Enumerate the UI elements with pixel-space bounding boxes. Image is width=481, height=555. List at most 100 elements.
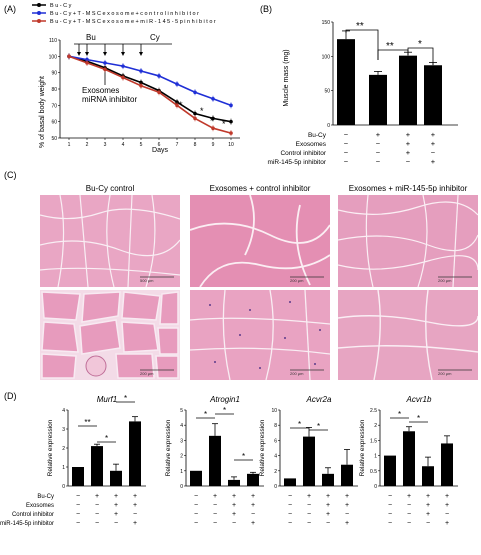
exo-annotation-1: Exosomes [82,86,119,95]
panel-c: (C) Bu-Cy control Exosomes + control inh… [0,168,481,388]
y-tick-label-d: 4 [180,423,183,429]
scale-label-6: 200 μm [438,371,452,376]
y-tick-label-a: 60 [51,120,57,126]
bar-d [284,478,296,486]
condition-symbol: + [426,493,430,500]
condition-symbol: − [388,502,392,509]
significance-star: ** [84,418,90,427]
condition-symbol: − [307,511,311,518]
data-point [139,83,143,88]
condition-symbol: − [407,502,411,509]
y-tick-label-b: 0 [327,123,330,129]
y-tick-label-a: 80 [51,87,57,93]
condition-label: Control inhibitor [12,512,54,518]
y-axis-label-d: Relative expression [259,419,266,476]
bar-d [303,436,315,486]
y-tick-label-d: 1 [62,465,65,471]
condition-symbol: − [288,502,292,509]
condition-symbol: − [344,130,349,139]
y-tick-label-d: 3 [62,427,65,433]
data-point [229,103,233,108]
condition-symbol: + [431,130,436,139]
condition-symbol: + [95,493,99,500]
significance-star: * [124,394,127,403]
x-tick-label-a: 10 [228,142,234,148]
data-point [121,75,125,80]
y-tick-label-d: 3 [180,438,183,444]
y-tick-label-d: 1 [374,454,377,460]
data-point [103,61,107,65]
condition-symbol: + [232,511,236,518]
bar-d [190,470,202,486]
data-point [85,61,89,65]
condition-symbol: − [307,502,311,509]
x-tick-label-a: 1 [68,142,71,148]
x-axis-label-a: Days [152,147,168,154]
condition-symbol: − [76,511,80,518]
condition-symbol: + [431,139,436,148]
bar-d [129,421,141,486]
expression-chart-2: Atrogin1 Relative expression 0 1 2 3 4 5 * * * [165,395,264,490]
line-chart-body-weight: (A) B u - C y B u - C y + T - M S C e x … [4,3,240,154]
series-line-1 [68,55,232,123]
condition-symbol: − [431,148,436,157]
y-tick-label-d: 0 [62,484,65,490]
cy-label: Cy [150,33,160,42]
scale-label-4: 200 μm [140,371,154,376]
y-tick-label-a: 50 [51,136,57,142]
bar-d [322,473,334,486]
condition-symbol: − [376,139,381,148]
condition-label: Exosomes [296,141,327,148]
significance-star: * [242,452,245,461]
condition-symbol: + [326,502,330,509]
bar-d [91,446,103,486]
y-tick-label-d: 0.5 [370,469,377,475]
condition-symbol: + [251,502,255,509]
y-tick-label-b: 100 [322,54,331,60]
condition-symbol: + [445,493,449,500]
y-tick-label-d: 0 [274,484,277,490]
data-point [157,90,161,95]
data-point [139,80,143,85]
y-tick-label-d: 6 [274,438,277,444]
y-tick-label-d: 2 [62,446,65,452]
condition-symbol: + [345,502,349,509]
data-point [193,111,197,116]
panel-label-a: (A) [4,4,16,14]
data-point [229,119,233,124]
expression-chart-3: Acvr2a Relative expression 0 2 4 6 8 10 * * [259,395,358,490]
condition-symbol: − [345,511,349,518]
condition-symbol: − [407,511,411,518]
y-axis-label-d: Relative expression [359,419,366,476]
condition-symbol: + [376,130,381,139]
histology-image-6: 200 μm [338,290,478,380]
x-tick-label-a: 8 [194,142,197,148]
histology-title-3: Exosomes + miR-145-5p inhibitor [348,184,468,193]
legend-entry-1: B u - C y [50,3,72,9]
condition-symbol: + [445,502,449,509]
series-line-2 [68,55,232,107]
gene-title: Atrogin1 [209,395,240,404]
condition-symbol: − [288,511,292,518]
condition-symbol: − [95,520,99,527]
condition-symbol: + [251,520,255,527]
condition-symbol: − [251,511,255,518]
bar-b-1 [337,39,355,125]
condition-symbol: − [288,520,292,527]
significance-b [345,29,434,65]
significance-stars-a: * * * * [179,100,226,129]
bar-d [341,464,353,486]
condition-symbol: + [114,511,118,518]
condition-symbol: − [406,157,411,166]
y-axis-label-d: Relative expression [165,419,172,476]
condition-symbol: + [232,502,236,509]
bar-d [403,431,415,486]
condition-label: Exosomes [26,503,54,509]
sig-b-3: * [418,39,422,50]
data-point [103,67,107,72]
y-tick-label-d: 5 [180,408,183,414]
condition-symbol: − [76,493,80,500]
expression-chart-4: Acvr1b Relative expression 0 0.5 1 1.5 2 2.5 * * [359,395,458,490]
x-tick-label-a: 9 [212,142,215,148]
condition-symbol: + [133,520,137,527]
